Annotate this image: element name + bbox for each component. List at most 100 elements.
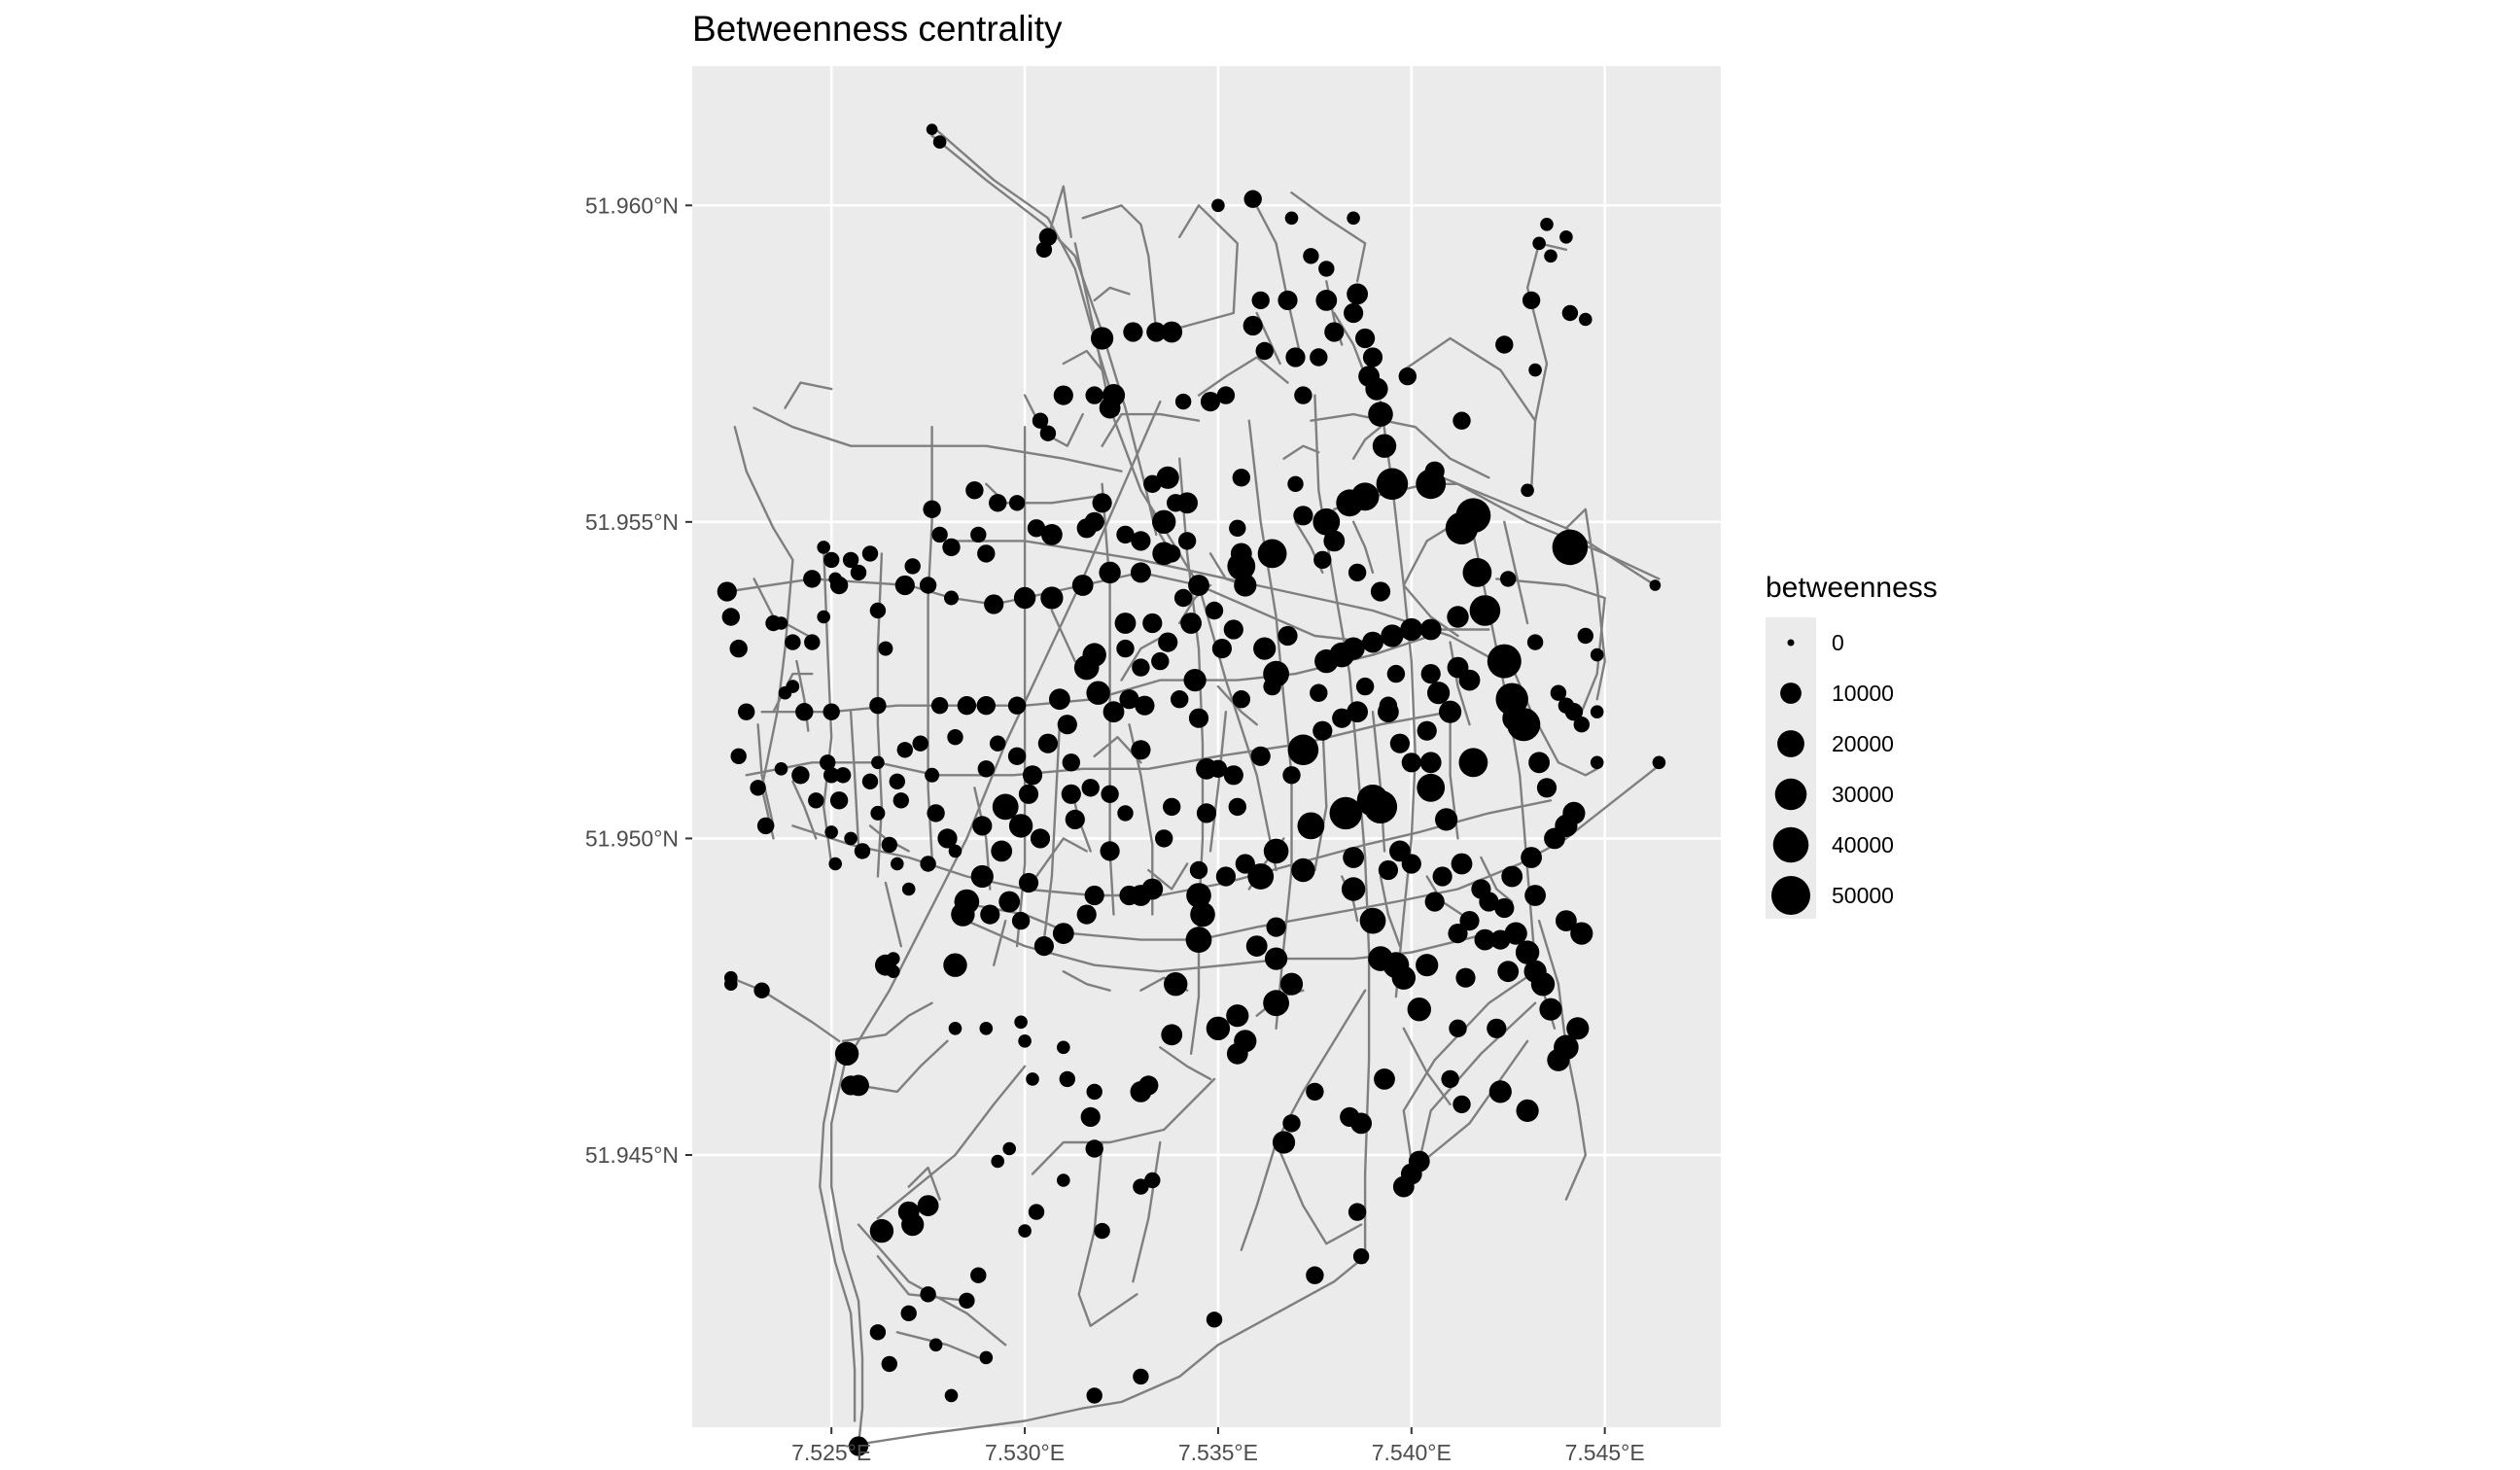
network-node — [998, 891, 1021, 913]
network-node — [1318, 261, 1335, 277]
network-node — [1573, 717, 1591, 733]
network-node — [1085, 386, 1103, 404]
network-node — [1039, 425, 1057, 441]
street-edge — [752, 406, 1123, 472]
network-node — [979, 1022, 994, 1035]
street-edge — [1042, 723, 1062, 941]
street-edge — [841, 1001, 933, 1043]
network-node — [1200, 392, 1221, 412]
network-node — [1094, 1222, 1110, 1240]
street-edge — [1162, 204, 1240, 333]
network-node — [1100, 841, 1120, 861]
network-node — [1342, 637, 1365, 660]
network-node — [1018, 872, 1039, 893]
network-node — [1487, 1018, 1507, 1038]
network-node — [842, 551, 859, 569]
network-node — [1206, 1016, 1231, 1041]
network-node — [1449, 1019, 1467, 1038]
network-node — [1532, 236, 1546, 251]
network-node — [1652, 755, 1666, 770]
network-node — [750, 780, 766, 796]
network-node — [1282, 766, 1301, 785]
network-node — [1293, 506, 1313, 526]
network-node — [730, 748, 747, 764]
network-node — [1379, 696, 1398, 715]
network-node — [944, 1388, 959, 1403]
legend-title: betweenness — [1766, 572, 1938, 604]
street-edge — [1564, 1102, 1588, 1201]
network-node — [917, 1195, 939, 1216]
network-node — [774, 762, 788, 776]
network-node — [869, 1324, 887, 1341]
network-node — [1208, 759, 1228, 778]
network-node — [1378, 859, 1398, 881]
network-node — [1205, 601, 1224, 620]
network-node — [1188, 708, 1209, 728]
network-node — [1294, 386, 1312, 404]
network-node — [1245, 935, 1268, 957]
street-edge — [1310, 412, 1490, 479]
network-node — [1590, 648, 1604, 662]
network-node — [1082, 643, 1106, 667]
street-edge — [1449, 641, 1471, 726]
street-edge — [993, 919, 1007, 966]
network-node — [1229, 519, 1246, 537]
network-node — [881, 1355, 897, 1373]
network-node — [1502, 704, 1530, 732]
network-node — [1049, 688, 1070, 711]
legend-key-circle — [1787, 639, 1795, 647]
network-node — [817, 610, 830, 624]
network-node — [1374, 1068, 1395, 1090]
network-node — [1559, 230, 1573, 244]
network-node — [1027, 519, 1046, 538]
legend: betweenness 0 10000 20000 30000 40000 50000 — [1766, 572, 1938, 919]
network-node — [1279, 972, 1304, 996]
network-node — [1057, 715, 1077, 735]
network-node — [1065, 809, 1085, 830]
network-node — [1570, 922, 1593, 945]
network-node — [1521, 847, 1542, 868]
network-node — [861, 773, 879, 789]
network-node — [1343, 847, 1364, 868]
network-node — [1037, 733, 1058, 753]
network-node — [1547, 1048, 1570, 1071]
network-node — [1041, 524, 1063, 545]
network-node — [817, 541, 830, 554]
network-node — [1278, 290, 1298, 310]
network-node — [930, 697, 949, 715]
network-node — [1144, 1172, 1161, 1189]
network-node — [1355, 328, 1376, 349]
network-node — [1255, 341, 1274, 361]
network-node — [1528, 363, 1542, 377]
network-nodes — [717, 123, 1666, 1456]
network-node — [1076, 904, 1097, 925]
network-node — [1135, 695, 1155, 716]
network-node — [834, 1041, 859, 1067]
network-node — [1061, 784, 1081, 804]
network-node — [881, 836, 897, 854]
network-node — [795, 703, 814, 721]
street-edge — [1101, 412, 1201, 447]
network-node — [1057, 1040, 1070, 1055]
network-node — [1336, 489, 1364, 517]
network-node — [848, 1074, 869, 1097]
network-node — [1312, 720, 1333, 741]
network-node — [1417, 773, 1446, 802]
network-node — [1186, 883, 1211, 908]
x-axis: 7.525°E 7.530°E 7.535°E 7.540°E 7.545°E — [791, 1427, 1645, 1465]
network-node — [1458, 748, 1488, 778]
network-node — [1156, 466, 1179, 489]
network-node — [1008, 495, 1026, 511]
network-node — [1257, 539, 1287, 569]
network-node — [1265, 947, 1288, 970]
network-node — [1086, 681, 1110, 705]
network-node — [1232, 469, 1251, 487]
network-node — [1059, 1070, 1076, 1088]
street-edge — [1480, 856, 1514, 903]
network-node — [1018, 784, 1039, 804]
network-node — [887, 952, 900, 965]
network-node — [1329, 796, 1362, 830]
network-node — [944, 590, 959, 606]
network-node — [948, 1022, 962, 1035]
network-node — [803, 570, 822, 588]
